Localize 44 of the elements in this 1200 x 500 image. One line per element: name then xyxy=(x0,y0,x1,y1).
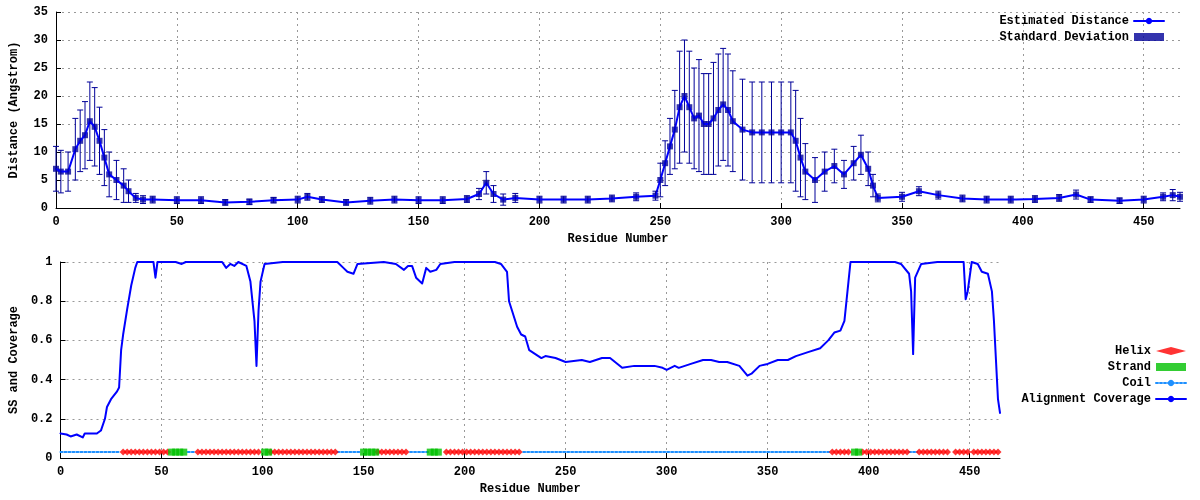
y-axis-title: SS and Coverage xyxy=(7,305,21,415)
x-tick-label: 300 xyxy=(655,465,678,479)
y-tick-label: 25 xyxy=(33,61,48,75)
x-tick-label: 450 xyxy=(958,465,981,479)
y-tick-label: 20 xyxy=(33,89,48,103)
y-tick-label: 0.2 xyxy=(30,411,53,426)
x-tick-label: 400 xyxy=(1012,215,1034,229)
x-axis-title: Residue Number xyxy=(567,231,669,246)
y-tick-label: 0 xyxy=(40,201,48,215)
x-tick-label: 350 xyxy=(756,465,779,479)
x-tick-label: 350 xyxy=(891,215,913,229)
y-tick-label: 15 xyxy=(33,117,48,131)
x-tick-label: 100 xyxy=(251,465,274,479)
legend-label: Estimated Distance xyxy=(999,14,1129,28)
line-series xyxy=(59,261,1001,439)
x-tick-label: 0 xyxy=(56,465,65,479)
legend-label: Strand xyxy=(1107,360,1151,374)
y-tick-label: 0.8 xyxy=(30,294,53,309)
y-tick-label: 30 xyxy=(33,33,48,47)
x-tick-label: 50 xyxy=(154,465,169,479)
y-tick-label: 0 xyxy=(45,451,53,465)
y-tick-label: 0.6 xyxy=(30,333,53,348)
x-tick-label: 150 xyxy=(407,215,430,229)
y-tick-label: 5 xyxy=(40,173,48,187)
x-tick-label: 250 xyxy=(649,215,672,229)
y-tick-label: 10 xyxy=(33,145,48,159)
y-axis-title: Distance (Angstrom) xyxy=(7,41,21,179)
y-tick-label: 35 xyxy=(33,5,48,19)
x-tick-label: 300 xyxy=(770,215,792,229)
legend-label: Helix xyxy=(1114,344,1151,358)
x-tick-label: 100 xyxy=(286,215,309,229)
legend-label: Coil xyxy=(1122,376,1151,390)
x-tick-label: 400 xyxy=(857,465,880,479)
x-tick-label: 250 xyxy=(554,465,577,479)
y-tick-label: 0.4 xyxy=(30,372,53,387)
legend-label: Standard Deviation xyxy=(999,30,1129,44)
legend-label: Alignment Coverage xyxy=(1021,392,1151,406)
x-tick-label: 150 xyxy=(352,465,375,479)
x-tick-label: 50 xyxy=(169,215,185,229)
y-tick-label: 1 xyxy=(45,255,53,269)
x-tick-label: 200 xyxy=(453,465,476,479)
x-tick-label: 450 xyxy=(1132,215,1155,229)
x-tick-label: 200 xyxy=(528,215,551,229)
x-axis-title: Residue Number xyxy=(479,481,581,496)
